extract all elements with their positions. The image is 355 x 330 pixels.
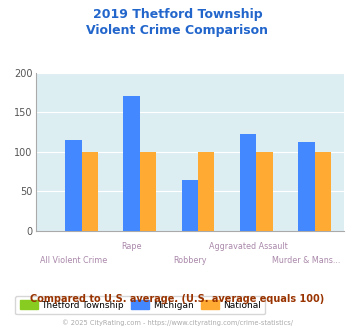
- Text: All Violent Crime: All Violent Crime: [40, 256, 107, 265]
- Bar: [182, 180, 198, 231]
- Bar: [240, 134, 256, 231]
- Text: 2019 Thetford Township
Violent Crime Comparison: 2019 Thetford Township Violent Crime Com…: [87, 8, 268, 37]
- Bar: [198, 152, 214, 231]
- Bar: [140, 152, 156, 231]
- Bar: [256, 152, 273, 231]
- Text: Murder & Mans...: Murder & Mans...: [272, 256, 341, 265]
- Bar: [298, 142, 315, 231]
- Bar: [315, 152, 331, 231]
- Text: Aggravated Assault: Aggravated Assault: [209, 242, 288, 251]
- Text: Rape: Rape: [121, 242, 142, 251]
- Text: Compared to U.S. average. (U.S. average equals 100): Compared to U.S. average. (U.S. average …: [31, 294, 324, 304]
- Bar: [65, 140, 82, 231]
- Text: © 2025 CityRating.com - https://www.cityrating.com/crime-statistics/: © 2025 CityRating.com - https://www.city…: [62, 319, 293, 326]
- Bar: [82, 152, 98, 231]
- Text: Robbery: Robbery: [173, 256, 207, 265]
- Bar: [124, 96, 140, 231]
- Legend: Thetford Township, Michigan, National: Thetford Township, Michigan, National: [15, 296, 265, 314]
